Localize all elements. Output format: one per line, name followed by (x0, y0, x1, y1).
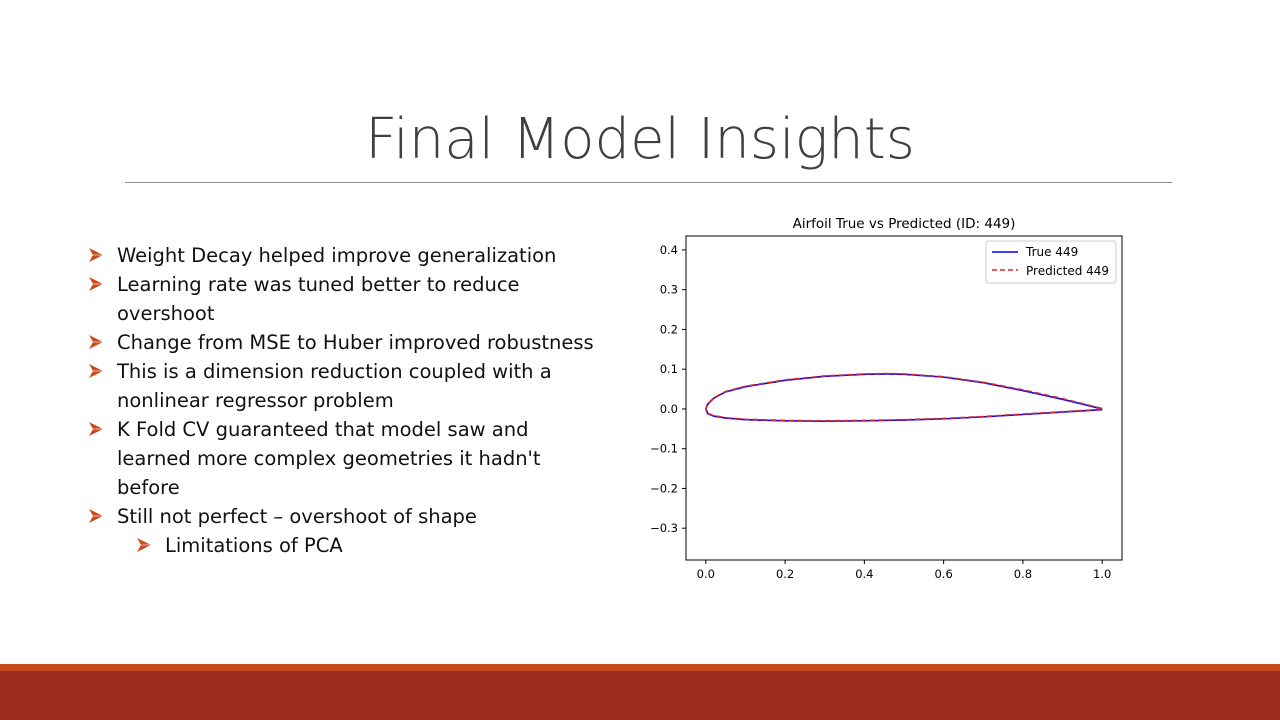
x-tick-label: 1.0 (1093, 567, 1111, 581)
bullet-item: This is a dimension reduction coupled wi… (88, 357, 608, 415)
arrow-bullet-icon (89, 277, 103, 291)
chart-title: Airfoil True vs Predicted (ID: 449) (793, 216, 1016, 232)
y-tick-label: 0.4 (660, 243, 678, 257)
arrow-bullet-icon (89, 364, 103, 378)
legend-label-true: True 449 (1025, 245, 1078, 259)
bullet-text: Change from MSE to Huber improved robust… (117, 331, 594, 354)
bullet-text: Still not perfect – overshoot of shape (117, 505, 477, 528)
sub-bullet-item: Limitations of PCA (136, 531, 608, 560)
airfoil-chart: Airfoil True vs Predicted (ID: 449) 0.0 0… (650, 216, 1123, 581)
legend-label-predicted: Predicted 449 (1026, 264, 1109, 278)
x-tick-label: 0.4 (855, 567, 873, 581)
series-line-predicted (705, 372, 1103, 422)
bullet-item: Change from MSE to Huber improved robust… (88, 328, 608, 357)
x-tick-label: 0.2 (776, 567, 794, 581)
y-tick-label: 0.3 (660, 283, 678, 297)
legend-box (985, 240, 1117, 284)
footer-accent-line (0, 664, 1280, 671)
plot-area (685, 235, 1123, 561)
bullet-item: Weight Decay helped improve generalizati… (88, 241, 608, 270)
bullet-text: Weight Decay helped improve generalizati… (117, 244, 557, 267)
y-tick-label: −0.1 (650, 442, 678, 456)
bullet-item: K Fold CV guaranteed that model saw and … (88, 415, 608, 502)
bullet-text: Learning rate was tuned better to reduce… (117, 273, 520, 325)
bullet-text: This is a dimension reduction coupled wi… (117, 360, 552, 412)
bullet-text: Limitations of PCA (165, 534, 343, 557)
arrow-bullet-icon (89, 422, 103, 436)
bullet-item: Learning rate was tuned better to reduce… (88, 270, 608, 328)
slide-title: Final Model Insights (365, 107, 915, 172)
arrow-bullet-icon (89, 248, 103, 262)
y-tick-label: −0.3 (650, 521, 678, 535)
y-tick-label: 0.1 (660, 362, 678, 376)
bullet-list: Weight Decay helped improve generalizati… (88, 241, 608, 560)
arrow-bullet-icon (137, 538, 151, 552)
x-axis: 0.0 0.2 0.4 0.6 0.8 1.0 (697, 560, 1111, 581)
arrow-bullet-icon (89, 509, 103, 523)
footer-bar (0, 671, 1280, 720)
title-divider (125, 182, 1172, 183)
bullet-text: K Fold CV guaranteed that model saw and … (117, 418, 541, 499)
x-tick-label: 0.8 (1014, 567, 1032, 581)
y-tick-label: 0.2 (660, 322, 678, 336)
x-tick-label: 0.6 (934, 567, 952, 581)
y-axis: −0.3 −0.2 −0.1 0.0 0.1 0.2 0.3 0.4 (650, 243, 686, 535)
y-tick-label: 0.0 (660, 402, 678, 416)
x-tick-label: 0.0 (697, 567, 715, 581)
bullet-item: Still not perfect – overshoot of shape (88, 502, 608, 531)
legend: True 449 Predicted 449 (985, 240, 1117, 284)
y-tick-label: −0.2 (650, 481, 678, 495)
arrow-bullet-icon (89, 335, 103, 349)
series-layer (705, 372, 1103, 423)
